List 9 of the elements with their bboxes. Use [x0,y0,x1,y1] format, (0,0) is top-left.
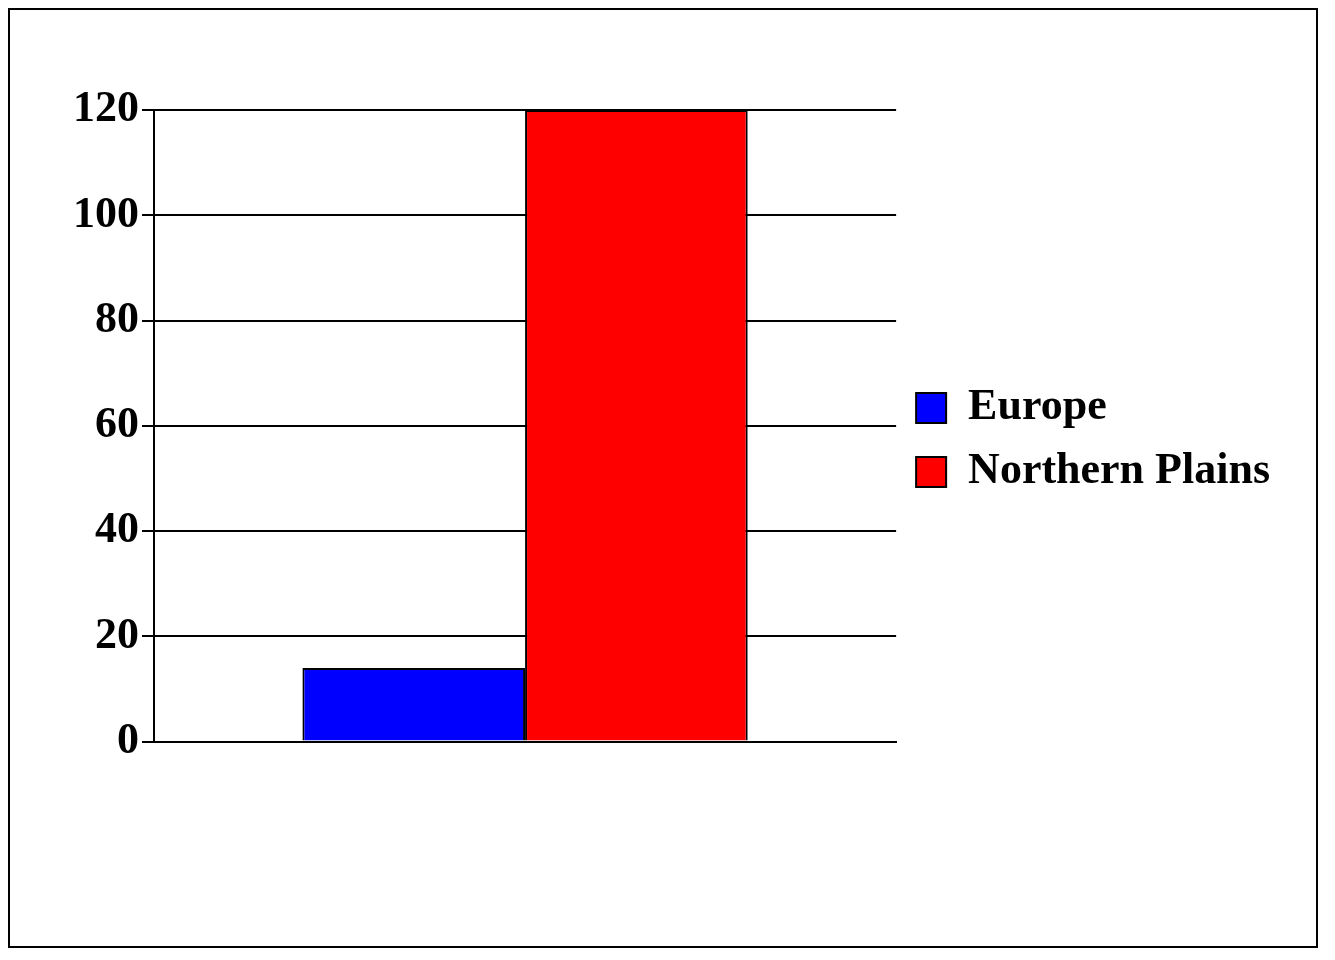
y-tick-label: 60 [95,398,139,448]
legend-label: Northern Plains [968,444,1271,494]
y-tick-label: 20 [95,608,139,658]
legend-label: Europe [968,380,1107,430]
y-tick-label: 80 [95,292,139,342]
y-tick-label: 40 [95,503,139,553]
y-tick-label: 120 [73,82,139,132]
y-tick-label: 0 [117,713,139,763]
y-tick-label: 100 [73,187,139,237]
